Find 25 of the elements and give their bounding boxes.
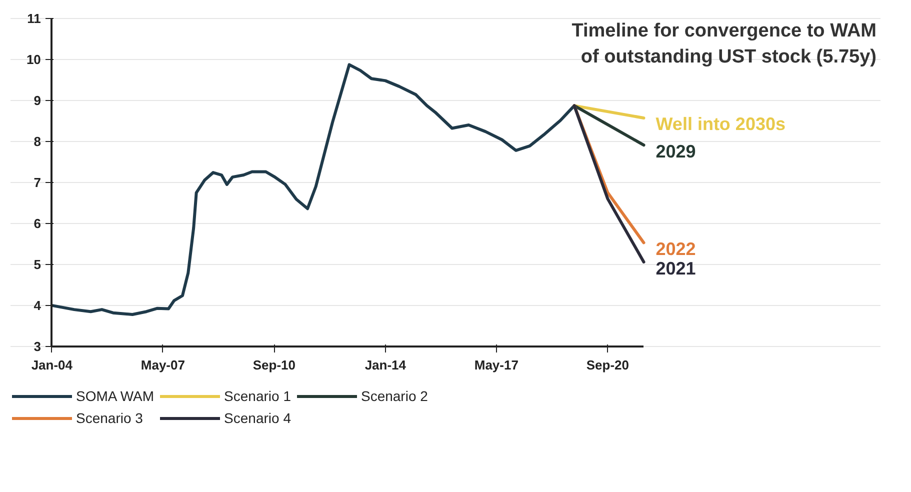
y-tick-label: 6 (34, 216, 41, 231)
annotation: 2029 (656, 142, 696, 162)
y-tick-label: 11 (27, 10, 41, 26)
y-tick-label: 8 (34, 134, 41, 149)
x-tick-label: Jan-04 (31, 357, 74, 372)
x-tick-label: Sep-10 (252, 357, 296, 372)
legend-label: Scenario 4 (224, 410, 291, 426)
annotation: 2021 (656, 258, 696, 278)
legend-label: Scenario 1 (224, 388, 291, 404)
y-tick-label: 9 (34, 92, 41, 108)
x-tick-label: Sep-20 (586, 357, 630, 372)
x-tick-label: May-07 (140, 357, 185, 372)
legend-label: Scenario 3 (76, 410, 143, 426)
y-tick-label: 4 (34, 298, 42, 313)
y-tick-label: 5 (34, 256, 41, 272)
y-tick-label: 3 (34, 338, 41, 354)
text: Timeline for convergence to WAM of outstanding UST stock (5.75y) (572, 20, 877, 68)
y-tick-label: 10 (26, 52, 41, 67)
annotation: 2022 (656, 239, 696, 260)
x-tick-label: May-17 (474, 357, 518, 372)
annotation: Well into 2030s (656, 114, 786, 134)
x-tick-label: Jan-14 (364, 357, 407, 372)
legend-label: SOMA WAM (76, 388, 154, 404)
legend-label: Scenario 2 (360, 388, 428, 404)
y-tick-label: 7 (34, 174, 41, 190)
